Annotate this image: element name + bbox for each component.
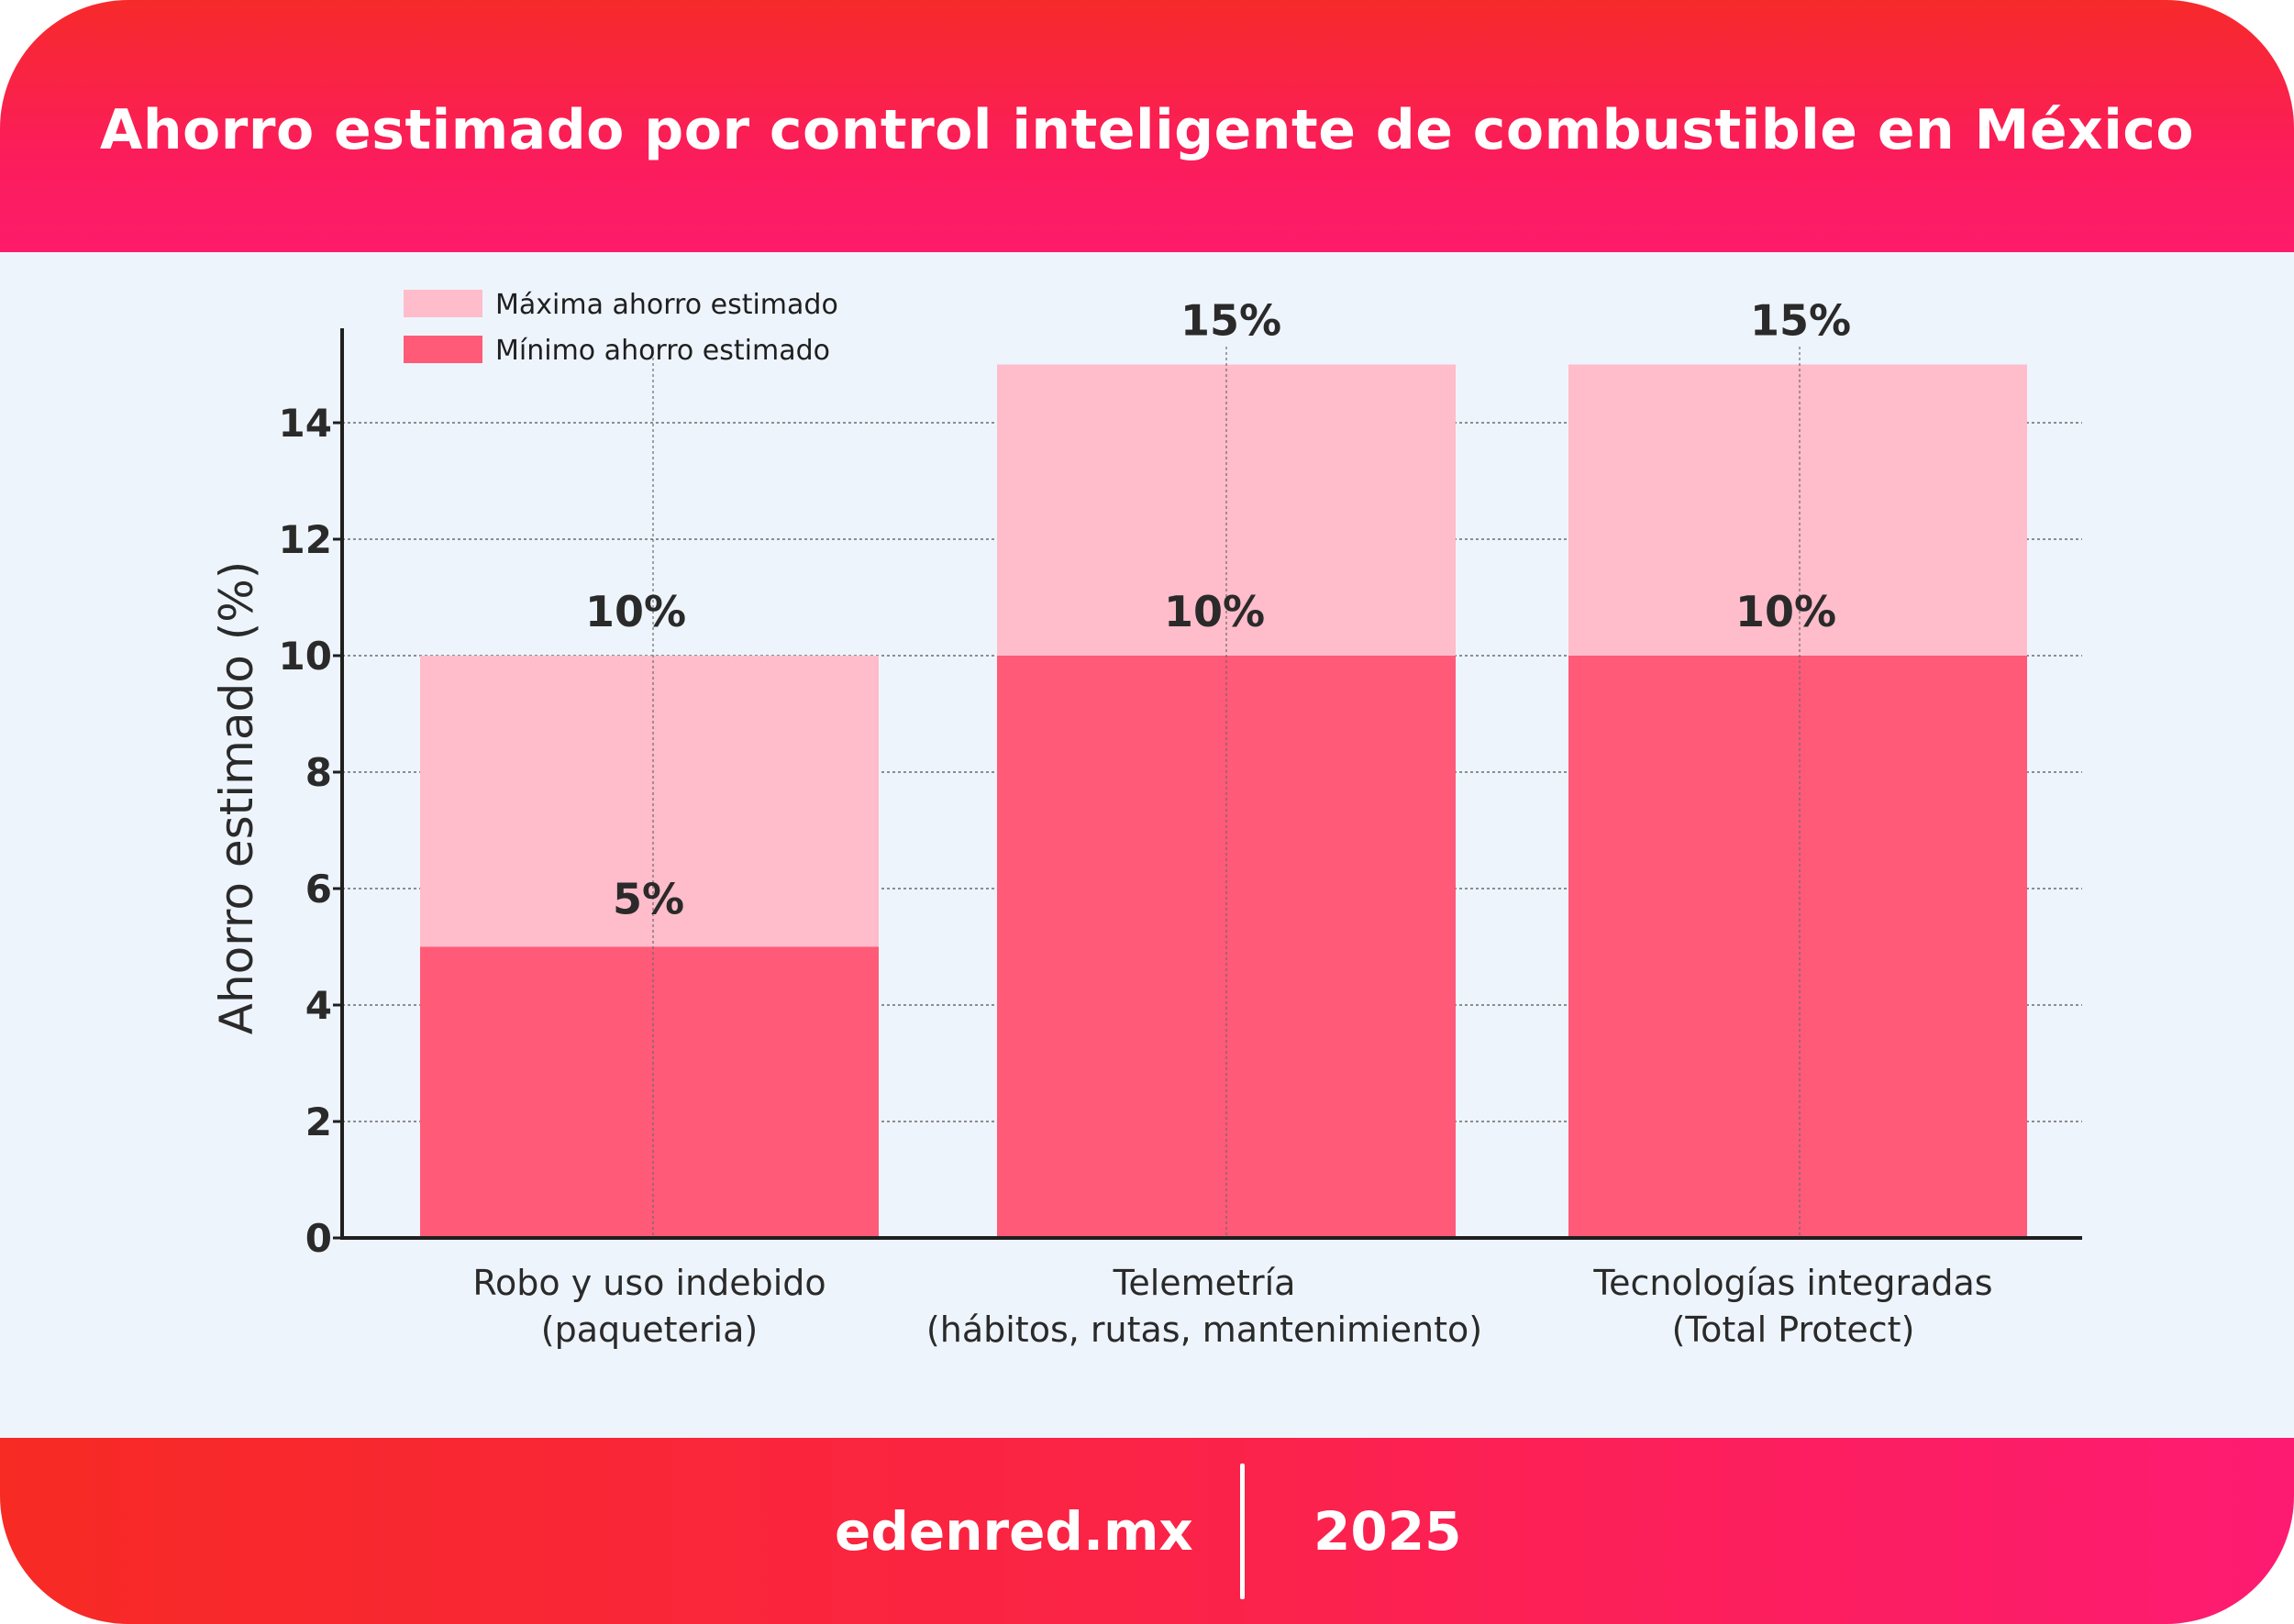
data-label-max-1: 15% [1180, 296, 1281, 346]
footer-divider [1240, 1464, 1245, 1599]
bar-min-2 [1568, 656, 2027, 1238]
y-tick-label-10: 10 [279, 634, 332, 679]
label-layer: Robo y uso indebido (paqueteria) Telemetrí… [472, 296, 1992, 1351]
legend-label-0: Máxima ahorro estimado [495, 289, 838, 321]
year-label: 2025 [1313, 1499, 1462, 1563]
x-category-label-0-line-0: Robo y uso indebido [472, 1263, 826, 1303]
bar-layer [420, 364, 2027, 1238]
legend-label-1: Mínimo ahorro estimado [495, 335, 830, 367]
header-banner: Ahorro estimado por control inteligente … [0, 0, 2294, 252]
footer-banner: edenred.mx 2025 [0, 1438, 2294, 1624]
bar-chart: 0 2 4 6 8 10 12 14 Ahorro estimado (%) Robo y us… [210, 289, 2082, 1351]
axis-layer: 0 2 4 6 8 10 12 14 Ahorro estimado (%) [210, 328, 2082, 1261]
y-tick-label-0: 0 [305, 1216, 332, 1261]
vertical-grid-layer [652, 347, 1801, 1238]
y-tick-label-4: 4 [305, 983, 332, 1028]
data-label-min-2: 10% [1735, 587, 1836, 636]
y-tick-label-14: 14 [279, 401, 332, 446]
legend-swatch-0 [404, 290, 482, 317]
x-category-label-0-line-1: (paqueteria) [541, 1309, 758, 1350]
page-title: Ahorro estimado por control inteligente … [99, 97, 2195, 162]
data-label-max-2: 15% [1750, 296, 1851, 346]
x-category-label-1-line-0: Telemetría [1113, 1263, 1296, 1303]
x-category-label-2-line-1: (Total Protect) [1672, 1309, 1915, 1350]
y-tick-label-8: 8 [305, 750, 332, 795]
data-label-min-0: 5% [613, 875, 684, 924]
legend-swatch-1 [404, 336, 482, 363]
y-axis-title: Ahorro estimado (%) [210, 561, 263, 1035]
bar-min-0 [420, 946, 879, 1238]
data-label-max-0: 10% [585, 587, 686, 636]
data-label-min-1: 10% [1164, 587, 1265, 636]
x-category-label-1-line-1: (hábitos, rutas, mantenimiento) [926, 1309, 1482, 1350]
x-category-label-2-line-0: Tecnologías integradas [1592, 1263, 1992, 1303]
y-tick-label-6: 6 [305, 867, 332, 911]
website-link[interactable]: edenred.mx [835, 1499, 1193, 1563]
y-tick-label-12: 12 [279, 517, 332, 562]
y-tick-label-2: 2 [305, 1099, 332, 1144]
legend: Máxima ahorro estimado Mínimo ahorro esti… [404, 289, 838, 367]
